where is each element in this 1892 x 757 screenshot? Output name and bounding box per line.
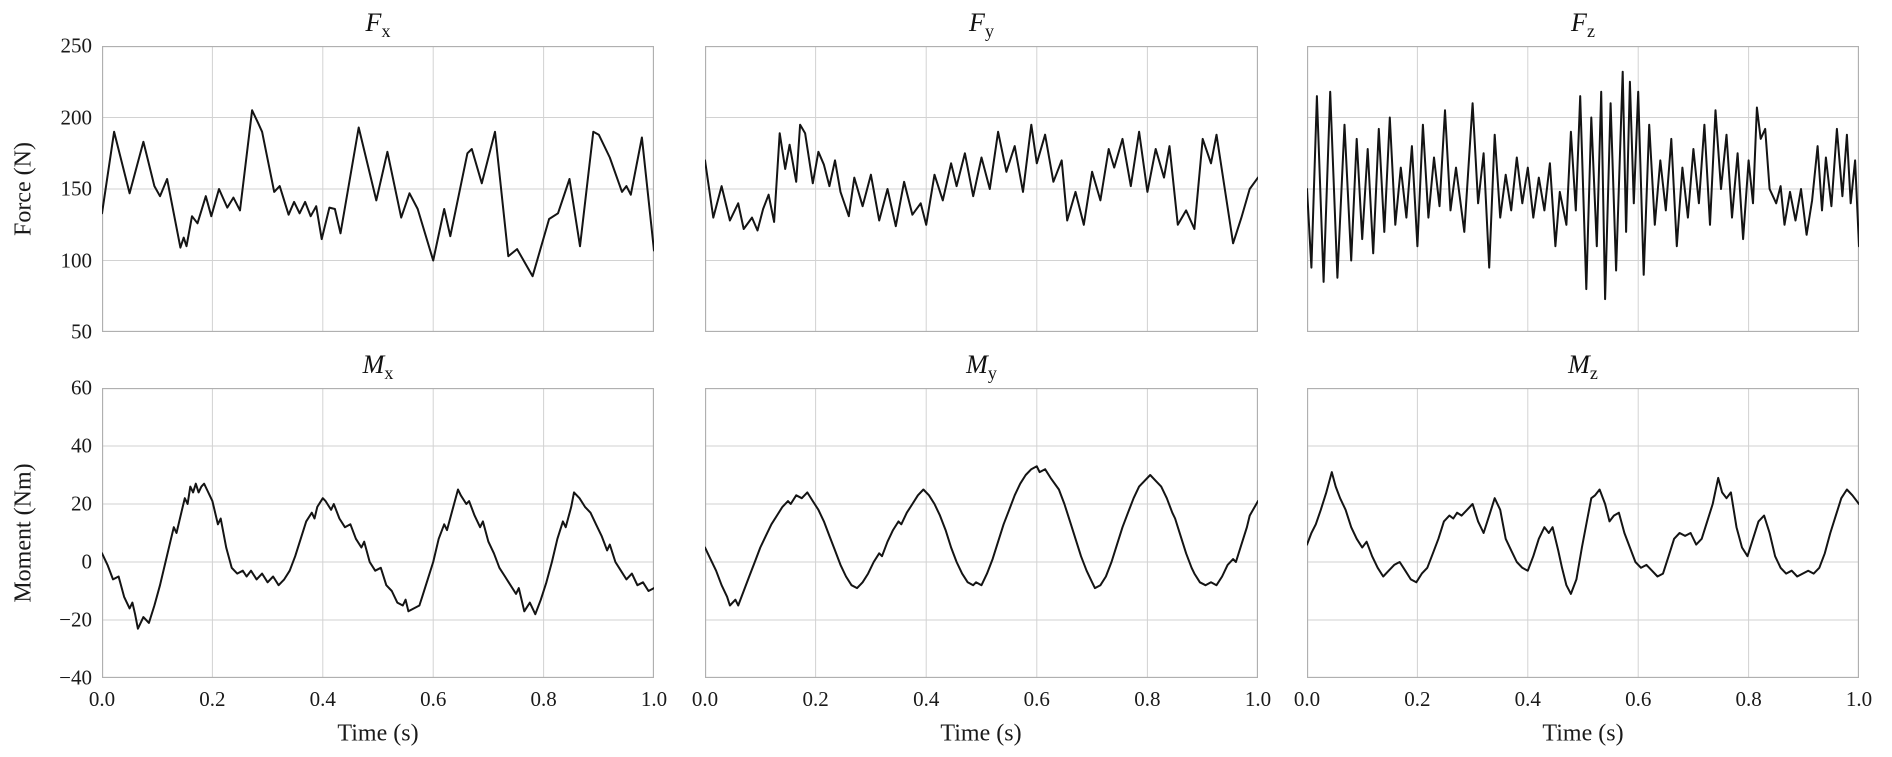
xtick-label: 0.4 — [1514, 687, 1541, 711]
ytick-label: 150 — [60, 176, 93, 201]
fy-plot-canvas — [705, 46, 1258, 332]
ytick-label: −20 — [59, 607, 92, 632]
xtick-label: 0.8 — [1134, 687, 1161, 711]
mz-data-line — [1307, 471, 1859, 595]
xtick-label: 0.2 — [1404, 687, 1431, 711]
xtick-label: 0.0 — [691, 687, 719, 711]
ytick-label: 100 — [60, 248, 93, 272]
title-fz-sub: z — [1586, 21, 1595, 42]
fz-data-line — [1307, 70, 1859, 301]
ytick-label: 0 — [81, 549, 93, 574]
title-fz-main: F — [1571, 8, 1587, 37]
fz-plot-canvas — [1307, 46, 1859, 332]
fx-data-line — [102, 109, 654, 278]
ytick-label: 50 — [71, 319, 92, 344]
ytick-label: 60 — [71, 375, 92, 400]
title-mz-sub: z — [1589, 363, 1598, 384]
xtick-label: 0.2 — [802, 687, 829, 711]
plot-border — [102, 46, 654, 332]
my-data-line — [705, 465, 1258, 607]
fx-plot-canvas — [102, 46, 654, 332]
xtick-label: 1.0 — [1244, 687, 1272, 711]
title-mz-main: M — [1568, 350, 1590, 379]
plot-border — [102, 388, 654, 678]
title-my-main: M — [966, 350, 988, 379]
title-mx-main: M — [362, 350, 385, 379]
ytick-label: 200 — [60, 105, 93, 129]
mx-plot-canvas — [102, 388, 654, 678]
ytick-label: 20 — [71, 491, 92, 516]
xtick-label: 0.4 — [309, 687, 336, 711]
xtick-label: 1.0 — [640, 687, 668, 711]
x-axis-label-time-2: Time (s) — [940, 720, 1022, 747]
xtick-label: 0.6 — [1625, 687, 1652, 711]
xtick-label: 0.2 — [199, 687, 226, 711]
title-fx-main: F — [365, 8, 382, 37]
plot-border — [705, 388, 1258, 678]
mx-data-line — [102, 482, 654, 630]
subplot-my: My 0.0 0.2 0.4 0.6 0.8 1.0 — [692, 350, 1271, 711]
x-axis-label-time-3: Time (s) — [1542, 720, 1624, 747]
subplot-fx: Fx 50 100 150 200 250 — [61, 8, 654, 344]
plot-border — [705, 46, 1258, 332]
y-axis-label-moment: Moment (Nm) — [10, 463, 37, 603]
xtick-label: 0.0 — [1293, 687, 1321, 711]
xtick-label: 0.6 — [420, 687, 447, 711]
subplot-title-fx: Fx — [102, 5, 654, 41]
subplot-title-fz: Fz — [1307, 5, 1859, 41]
title-mx-sub: x — [384, 363, 394, 384]
mz-plot-canvas — [1307, 388, 1859, 678]
title-fy-main: F — [969, 8, 985, 37]
subplot-mx: Mx −40 −20 0 20 40 60 0.0 0.2 0.4 0.6 0.8 1.0 — [59, 350, 667, 711]
subplot-title-mx: Mx — [102, 347, 654, 383]
my-plot-canvas — [705, 388, 1258, 678]
xtick-label: 0.8 — [530, 687, 557, 711]
title-my-sub: y — [987, 363, 997, 384]
subplot-title-mz: Mz — [1307, 347, 1859, 383]
ytick-label: −40 — [59, 665, 92, 690]
fy-data-line — [705, 123, 1258, 245]
subplot-title-my: My — [705, 347, 1258, 383]
subplot-fz: Fz — [1307, 8, 1859, 332]
subplot-mz: Mz 0.0 0.2 0.4 0.6 0.8 1.0 — [1294, 350, 1872, 711]
xtick-label: 0.0 — [88, 687, 116, 711]
xtick-label: 1.0 — [1845, 687, 1873, 711]
y-axis-label-force: Force (N) — [10, 142, 37, 236]
ytick-label: 40 — [71, 433, 92, 458]
subplot-fy: Fy — [705, 8, 1258, 332]
title-fy-sub: y — [984, 21, 994, 42]
xtick-label: 0.6 — [1023, 687, 1050, 711]
xtick-label: 0.8 — [1735, 687, 1762, 711]
xtick-label: 0.4 — [913, 687, 940, 711]
x-axis-label-time-1: Time (s) — [337, 720, 419, 747]
subplot-title-fy: Fy — [705, 5, 1258, 41]
plot-border — [1307, 388, 1859, 678]
ytick-label: 250 — [60, 33, 93, 58]
title-fx-sub: x — [381, 21, 391, 42]
